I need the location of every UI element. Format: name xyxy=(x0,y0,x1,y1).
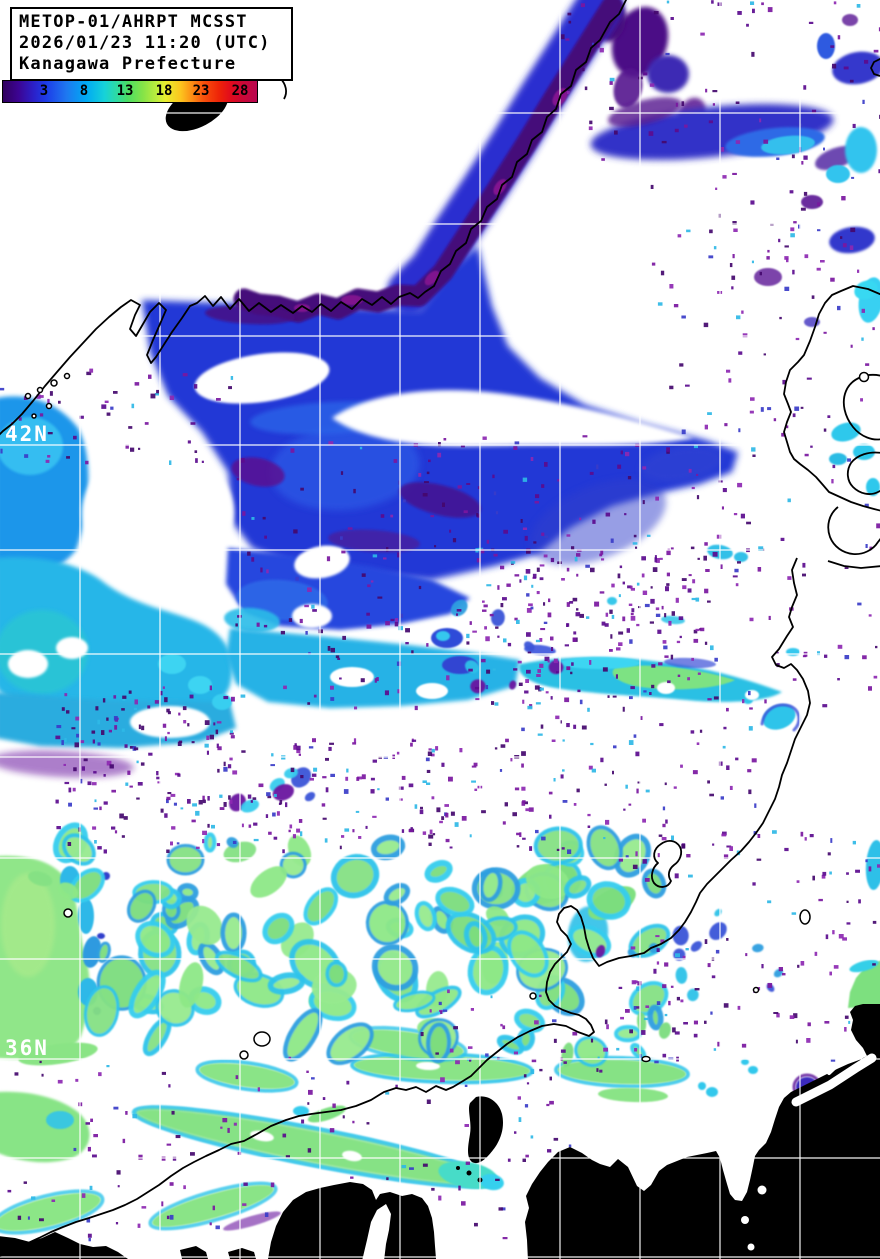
title-line-product: METOP-01/AHRPT MCSST xyxy=(19,12,248,32)
colorbar-tick-28: 28 xyxy=(231,83,249,99)
colorbar-tick-3: 3 xyxy=(39,83,49,99)
cloud-layer xyxy=(8,350,759,1162)
title-line-region: Kanagawa Prefecture xyxy=(19,54,237,74)
colorbar-tick-8: 8 xyxy=(79,83,89,99)
lat-label-36n: 36N xyxy=(5,1036,49,1060)
temperature-colorbar: 3 8 13 18 23 28 xyxy=(2,80,258,103)
land-white-overlay-layer xyxy=(362,1046,877,1259)
colorbar-tick-18: 18 xyxy=(155,83,173,99)
lat-label-42n: 42N xyxy=(5,422,49,446)
colorbar-tick-23: 23 xyxy=(192,83,210,99)
colorbar-tick-13: 13 xyxy=(116,83,134,99)
title-line-datetime: 2026/01/23 11:20 (UTC) xyxy=(19,33,271,53)
title-box: METOP-01/AHRPT MCSST 2026/01/23 11:20 (U… xyxy=(10,7,293,81)
